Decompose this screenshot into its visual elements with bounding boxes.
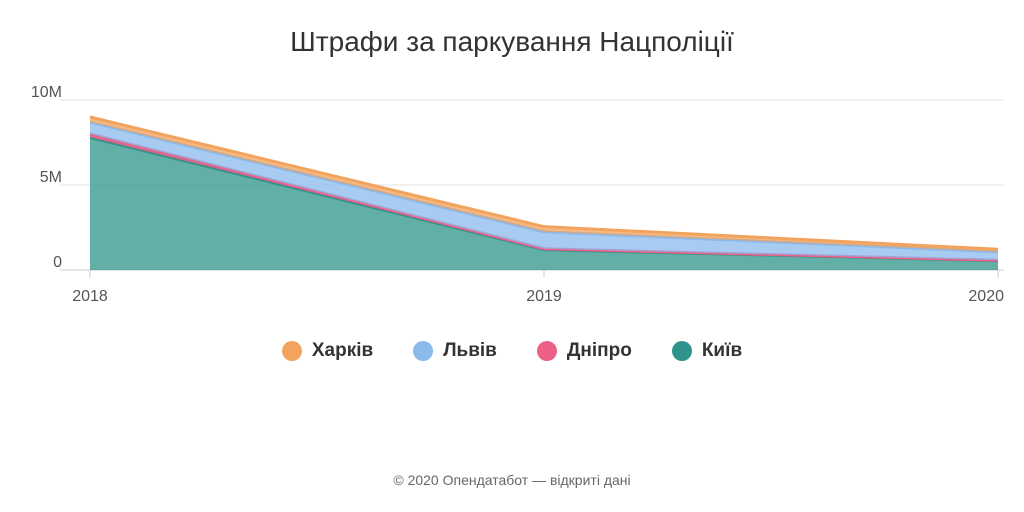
legend: Харків Львів Дніпро Київ bbox=[0, 340, 1024, 362]
legend-item[interactable]: Львів bbox=[413, 340, 497, 362]
y-tick-label: 10M bbox=[31, 84, 62, 101]
chart-title: Штрафи за паркування Нацполіції bbox=[290, 26, 734, 57]
footer-credit: © 2020 Опендатабот — відкриті дані bbox=[393, 472, 631, 488]
area-layer bbox=[89, 115, 999, 270]
legend-swatch bbox=[281, 341, 302, 361]
area-chart: 0 5M 10M 2018 2019 2020 bbox=[31, 84, 1004, 305]
x-tick-label: 2018 bbox=[72, 288, 108, 305]
legend-item[interactable]: Дніпро bbox=[536, 340, 632, 362]
legend-label: Львів bbox=[443, 340, 497, 361]
legend-item[interactable]: Київ bbox=[671, 340, 743, 362]
legend-swatch bbox=[413, 341, 434, 361]
axis-layer: 0 5M 10M 2018 2019 2020 bbox=[31, 84, 1004, 305]
legend-item[interactable]: Харків bbox=[281, 340, 374, 362]
x-tick-label: 2020 bbox=[968, 288, 1004, 305]
legend-swatch bbox=[536, 341, 557, 361]
y-tick-label: 5M bbox=[40, 169, 62, 186]
area-Київ bbox=[90, 137, 998, 270]
legend-label: Харків bbox=[311, 340, 374, 361]
legend-label: Київ bbox=[701, 340, 743, 361]
legend-label: Дніпро bbox=[566, 340, 632, 361]
legend-swatch bbox=[671, 341, 692, 361]
y-tick-label: 0 bbox=[53, 254, 62, 271]
series-line-Харків bbox=[89, 115, 999, 251]
x-tick-label: 2019 bbox=[526, 288, 562, 305]
